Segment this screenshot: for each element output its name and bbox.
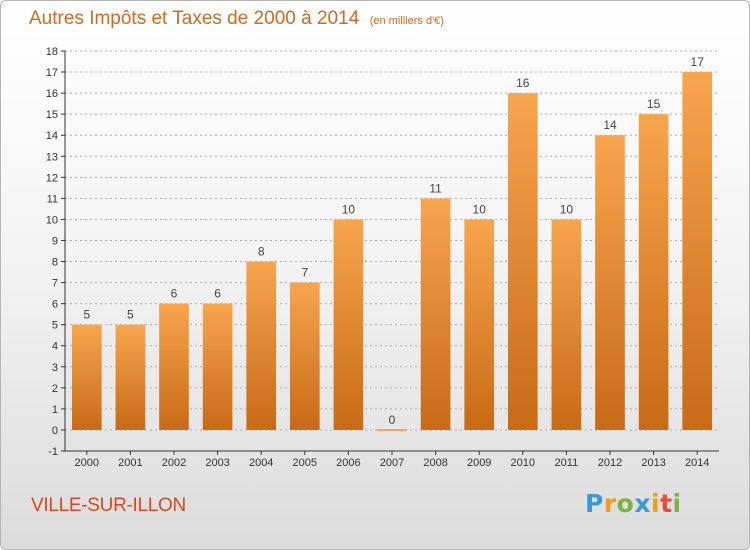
x-tick-label: 2007 xyxy=(380,457,404,469)
bar xyxy=(159,303,189,430)
x-tick-label: 2000 xyxy=(75,457,99,469)
chart-unit-text: (en milliers d'€) xyxy=(369,15,444,27)
brand-letter: P xyxy=(585,489,604,518)
y-tick-label: 14 xyxy=(46,130,58,142)
data-label: 11 xyxy=(429,181,442,195)
x-tick-label: 2001 xyxy=(118,457,142,469)
bar xyxy=(333,219,364,430)
y-tick-label: 9 xyxy=(52,235,58,247)
y-tick-label: 0 xyxy=(52,425,58,437)
bar xyxy=(551,219,582,430)
data-label: 10 xyxy=(560,202,574,216)
x-tick-label: 2004 xyxy=(249,457,273,469)
x-tick-label: 2014 xyxy=(685,457,709,469)
brand-letter: r xyxy=(603,489,617,518)
brand-letter: i xyxy=(672,489,682,518)
x-tick-label: 2005 xyxy=(293,457,317,469)
y-tick-label: 2 xyxy=(52,383,58,395)
x-tick-label: 2009 xyxy=(467,457,491,469)
chart-title-text: Autres Impôts et Taxes de 2000 à 2014 xyxy=(29,8,360,29)
x-tick-label: 2011 xyxy=(555,457,579,469)
x-tick-label: 2010 xyxy=(511,457,535,469)
bar xyxy=(202,303,233,430)
bar xyxy=(115,324,146,430)
y-tick-label: 5 xyxy=(52,320,58,332)
y-tick-label: 10 xyxy=(46,214,58,226)
y-tick-label: 16 xyxy=(46,88,58,100)
data-label: 10 xyxy=(342,202,356,216)
y-tick-label: 7 xyxy=(52,278,58,290)
bar xyxy=(507,93,538,430)
y-tick-label: 12 xyxy=(46,172,58,184)
y-tick-label: -1 xyxy=(48,446,58,458)
x-tick-label: 2003 xyxy=(205,457,229,469)
x-tick-label: 2012 xyxy=(598,457,622,469)
data-label: 17 xyxy=(691,55,705,69)
bar xyxy=(420,198,451,430)
y-tick-label: 13 xyxy=(46,151,58,163)
data-label: 7 xyxy=(301,266,308,280)
y-tick-label: 6 xyxy=(52,299,58,311)
data-label: 10 xyxy=(473,202,487,216)
data-label: 0 xyxy=(389,413,396,427)
x-tick-label: 2013 xyxy=(641,457,665,469)
data-label: 5 xyxy=(83,308,90,322)
x-tick-label: 2002 xyxy=(162,457,186,469)
data-label: 8 xyxy=(258,245,265,259)
bar xyxy=(246,261,277,430)
data-label: 15 xyxy=(647,97,661,111)
bar xyxy=(595,135,625,430)
brand-logo: Proxiti xyxy=(585,489,682,518)
data-label: 6 xyxy=(171,287,178,301)
brand-letter: i xyxy=(651,489,661,518)
x-tick-label: 2008 xyxy=(423,457,447,469)
y-tick-label: 18 xyxy=(46,46,58,58)
data-label: 6 xyxy=(214,287,221,301)
bar xyxy=(464,219,495,430)
commune-name: VILLE-SUR-ILLON xyxy=(31,495,186,516)
y-tick-label: 4 xyxy=(52,341,58,353)
chart-title: Autres Impôts et Taxes de 2000 à 2014 (e… xyxy=(29,8,444,30)
bar xyxy=(638,114,669,430)
data-label: 5 xyxy=(127,308,134,322)
bar xyxy=(289,282,320,430)
y-tick-label: 3 xyxy=(52,362,58,374)
y-tick-label: 15 xyxy=(46,109,58,121)
bar xyxy=(682,72,713,430)
data-label: 16 xyxy=(516,76,530,90)
y-tick-label: 17 xyxy=(46,67,58,79)
data-label: 14 xyxy=(603,118,617,132)
brand-letter: x xyxy=(634,489,651,518)
brand-letter: t xyxy=(660,489,673,518)
y-tick-label: 11 xyxy=(47,193,58,205)
brand-letter: o xyxy=(616,489,635,518)
x-tick-label: 2006 xyxy=(336,457,360,469)
bar xyxy=(71,324,102,430)
y-tick-label: 1 xyxy=(52,404,58,416)
y-tick-label: 8 xyxy=(52,257,58,269)
